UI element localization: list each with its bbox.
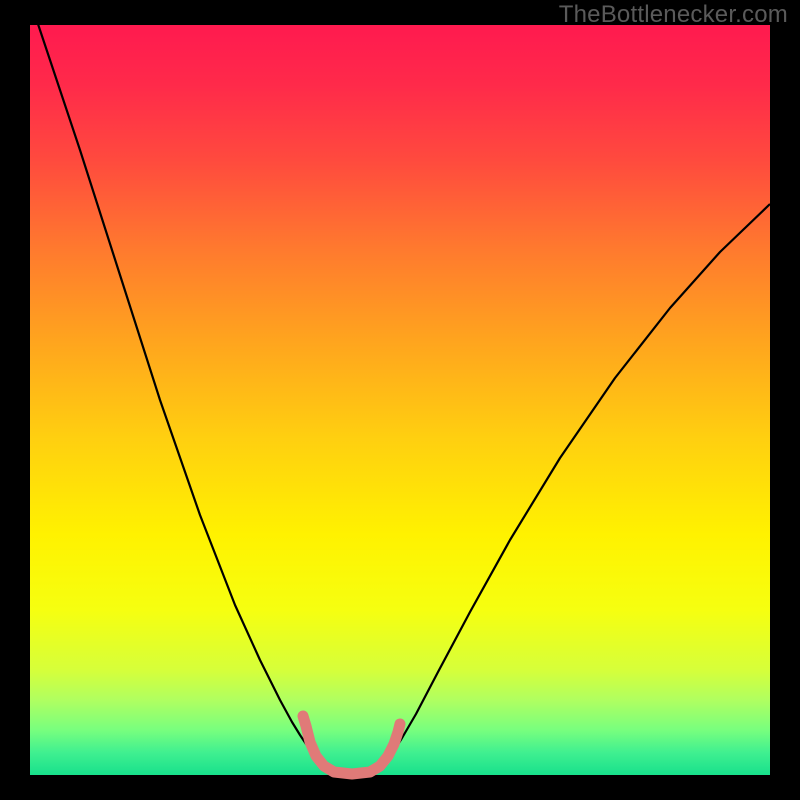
chart-stage: TheBottlenecker.com <box>0 0 800 800</box>
watermark-text: TheBottlenecker.com <box>559 3 788 27</box>
gradient-background <box>30 25 770 775</box>
